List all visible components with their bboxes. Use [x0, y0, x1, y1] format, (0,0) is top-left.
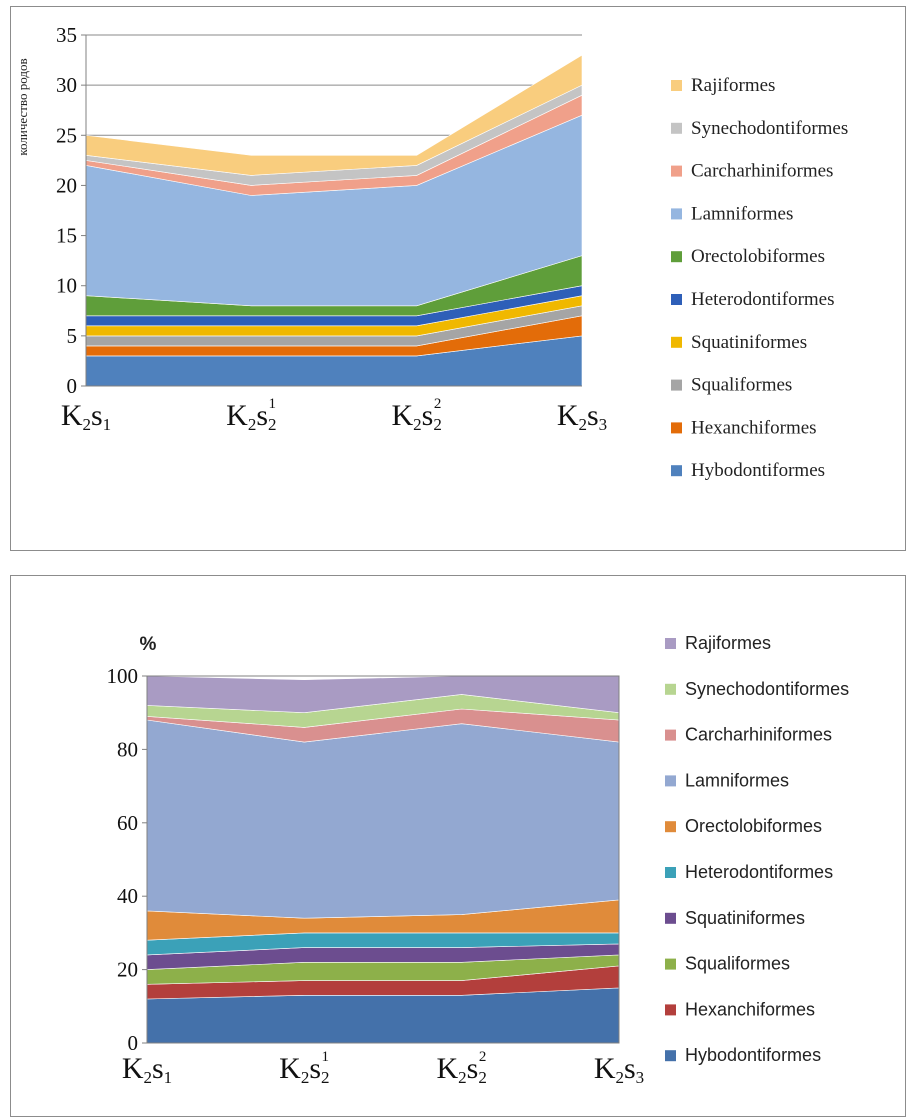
x-tick-label: K2s3	[557, 399, 607, 434]
stacked-area-chart-percent: 0 20 40 60 80 100 K2s1 K2s21 K2s22 K2s3% Rajiforme…	[107, 633, 850, 1087]
y-tick-label: 20	[56, 173, 77, 197]
legend-label: Orectolobiformes	[685, 816, 822, 836]
legend-label: Squaliformes	[685, 954, 790, 974]
y-tick-label: 25	[56, 123, 77, 147]
legend-item-carcharhiniformes: Carcharhiniformes	[665, 725, 832, 745]
legend-label: Hybodontiformes	[685, 1045, 821, 1065]
legend-item-heterodontiformes: Heterodontiformes	[671, 289, 835, 310]
legend-item-carcharhiniformes: Carcharhiniformes	[671, 161, 833, 182]
legend-label: Synechodontiformes	[685, 679, 849, 699]
legend-swatch	[665, 683, 676, 695]
x-tick-label: K2s3	[594, 1052, 644, 1087]
legend-swatch	[671, 379, 682, 391]
x-tick-label: K2s21	[226, 396, 276, 434]
legend-swatch	[671, 80, 682, 91]
legend-swatch	[671, 122, 682, 134]
legend-label: Lamniformes	[691, 203, 793, 224]
legend-swatch	[665, 1050, 676, 1062]
legend-label: Rajiformes	[685, 633, 771, 653]
legend-item-squatiniformes: Squatiniformes	[665, 908, 805, 928]
legend-item-lamniformes: Lamniformes	[665, 770, 789, 790]
legend-label: Heterodontiformes	[691, 289, 835, 310]
legend-item-orectolobiformes: Orectolobiformes	[665, 816, 822, 836]
legend-label: Squatiniformes	[685, 908, 805, 928]
legend-item-rajiformes: Rajiformes	[665, 633, 771, 653]
y-tick-label: 80	[117, 737, 138, 761]
legend-swatch	[671, 251, 682, 263]
legend-swatch	[665, 775, 676, 787]
legend-item-lamniformes: Lamniformes	[671, 203, 793, 224]
legend-swatch	[665, 729, 676, 741]
legend-label: Heterodontiformes	[685, 862, 833, 882]
legend-swatch	[665, 821, 676, 833]
x-tick-label: K2s21	[279, 1049, 329, 1087]
area-rajiformes	[85, 54, 583, 176]
y-tick-label: 100	[107, 664, 139, 688]
y-tick-label: 0	[128, 1031, 139, 1055]
x-tick-label: K2s22	[391, 396, 441, 434]
legend-label: Lamniformes	[685, 770, 789, 790]
legend-swatch	[671, 294, 682, 305]
y-tick-label: 30	[56, 73, 77, 97]
legend-label: Squaliformes	[691, 375, 792, 396]
legend-item-squaliformes: Squaliformes	[665, 954, 790, 974]
y-tick-label: 40	[117, 884, 138, 908]
legend-item-hybodontiformes: Hybodontiformes	[665, 1045, 821, 1065]
legend-label: Squatiniformes	[691, 332, 807, 353]
legend-swatch	[671, 336, 682, 348]
legend-label: Hexanchiformes	[691, 417, 817, 438]
legend-label: Hybodontiformes	[691, 460, 825, 481]
legend-item-synechodontiformes: Synechodontiformes	[665, 679, 849, 699]
legend-swatch	[665, 912, 676, 924]
legend-label: Synechodontiformes	[691, 118, 848, 139]
legend-item-heterodontiformes: Heterodontiformes	[665, 862, 833, 882]
legend-label: Orectolobiformes	[691, 246, 825, 267]
y-axis-label: %	[140, 634, 157, 655]
legend-swatch	[665, 958, 676, 970]
legend-label: Hexanchiformes	[685, 999, 815, 1019]
area-lamniformes	[146, 719, 620, 919]
legend-swatch	[671, 465, 682, 477]
y-tick-label: 0	[67, 374, 78, 398]
legend-item-rajiformes: Rajiformes	[671, 75, 775, 96]
legend-swatch	[671, 422, 682, 434]
legend-item-synechodontiformes: Synechodontiformes	[671, 118, 848, 139]
chart-panel-percent: 0 20 40 60 80 100 K2s1 K2s21 K2s22 K2s3% Rajiforme…	[10, 575, 906, 1117]
legend-item-hexanchiformes: Hexanchiformes	[671, 417, 817, 438]
chart-panel-genera: 0 5 10 15 20 25 30 35 K2s1 K2s21 K2s22 K2s3 количест…	[10, 6, 906, 551]
legend-item-squaliformes: Squaliformes	[671, 375, 792, 396]
x-tick-label: K2s1	[122, 1052, 172, 1087]
x-tick-label: K2s1	[61, 399, 111, 434]
y-tick-label: 60	[117, 811, 138, 835]
legend-swatch	[665, 867, 676, 878]
legend-swatch	[671, 208, 682, 220]
legend-swatch	[665, 638, 676, 649]
legend-swatch	[671, 165, 682, 177]
legend-item-hexanchiformes: Hexanchiformes	[665, 999, 815, 1019]
legend-item-squatiniformes: Squatiniformes	[671, 332, 807, 353]
legend-item-orectolobiformes: Orectolobiformes	[671, 246, 825, 267]
y-tick-label: 35	[56, 23, 77, 47]
legend-label: Carcharhiniformes	[691, 161, 833, 182]
legend-label: Carcharhiniformes	[685, 725, 832, 745]
stacked-area-chart-genera: 0 5 10 15 20 25 30 35 K2s1 K2s21 K2s22 K2s3 количест…	[15, 23, 848, 481]
y-tick-label: 15	[56, 224, 77, 248]
y-tick-label: 10	[56, 274, 77, 298]
y-tick-label: 5	[67, 324, 78, 348]
legend-label: Rajiformes	[691, 75, 775, 96]
x-tick-label: K2s22	[436, 1049, 486, 1087]
legend-item-hybodontiformes: Hybodontiformes	[671, 460, 825, 481]
y-tick-label: 20	[117, 958, 138, 982]
legend-swatch	[665, 1004, 676, 1016]
y-axis-label: количество родов	[15, 58, 30, 155]
